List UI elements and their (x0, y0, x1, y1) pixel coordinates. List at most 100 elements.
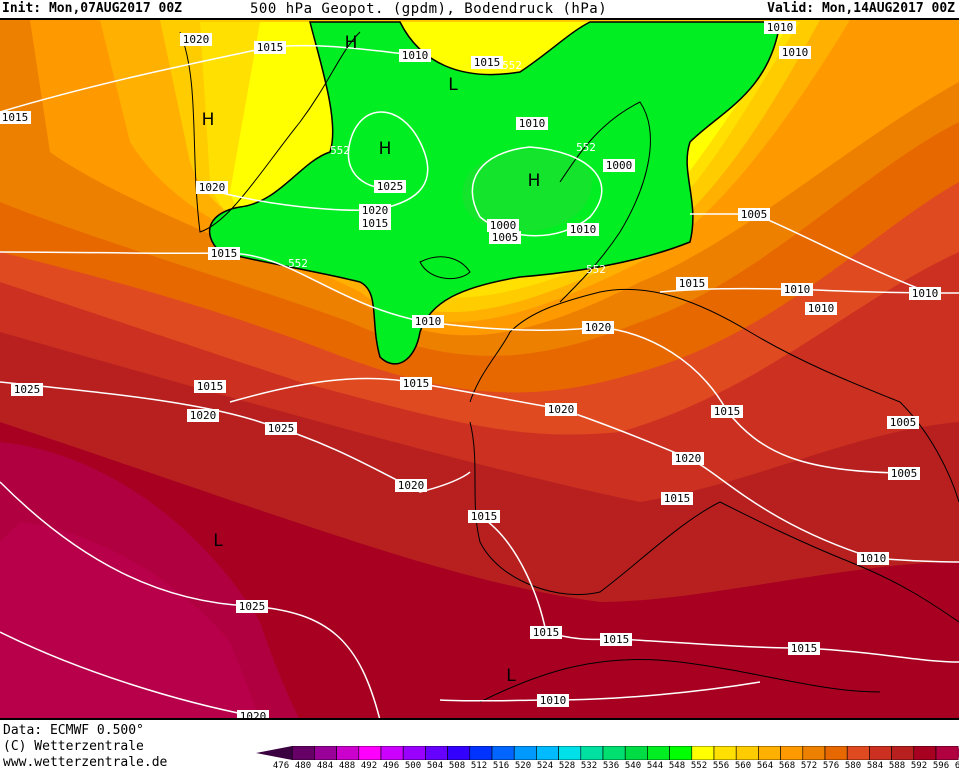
isobar-label: 1025 (374, 180, 406, 193)
isobar-label: 1010 (537, 694, 569, 707)
isobar-label: 1015 (711, 405, 743, 418)
color-legend (256, 746, 959, 760)
svg-text:1010: 1010 (912, 287, 939, 300)
map-title: 500 hPa Geopot. (gpdm), Bodendruck (hPa) (250, 1, 608, 17)
isobar-label: 1015 (254, 41, 286, 54)
isobar-label: 1015 (194, 380, 226, 393)
legend-swatch (256, 746, 293, 760)
svg-text:1025: 1025 (377, 180, 404, 193)
legend-tick-label: 496 (382, 761, 400, 771)
svg-text:1020: 1020 (199, 181, 226, 194)
isobar-label: 1020 (395, 479, 427, 492)
legend-tick-label: 512 (470, 761, 488, 771)
isobar-label: 1015 (400, 377, 432, 390)
svg-text:552: 552 (330, 144, 350, 157)
isobar-label: 1005 (738, 208, 770, 221)
isobar-label: 1000 (487, 219, 519, 232)
geopot-area-inner (462, 149, 592, 232)
isobar-label: 1015 (359, 217, 391, 230)
low-pressure-marker: L (448, 75, 458, 95)
high-pressure-marker: H (528, 171, 541, 191)
legend-swatch (780, 746, 804, 760)
legend-tick-label: 556 (712, 761, 730, 771)
isobar-label: 1020 (187, 409, 219, 422)
isobar-label: 1010 (567, 223, 599, 236)
svg-text:1010: 1010 (808, 302, 835, 315)
isobar-label: 1010 (805, 302, 837, 315)
coastlines (179, 31, 959, 703)
geopot-band-600 (0, 522, 260, 718)
isobar-label: 1020 (672, 452, 704, 465)
legend-swatch (358, 746, 382, 760)
legend-tick-label: 476 (272, 761, 290, 771)
legend-swatch (713, 746, 737, 760)
svg-text:1015: 1015 (257, 41, 284, 54)
legend-swatch (513, 746, 537, 760)
high-pressure-marker: H (379, 139, 392, 159)
svg-text:1000: 1000 (490, 219, 517, 232)
isobar-label: 1015 (788, 642, 820, 655)
legend-swatch (891, 746, 915, 760)
high-pressure-marker: H (345, 33, 358, 53)
isobar-label: 1010 (516, 117, 548, 130)
legend-swatch (691, 746, 715, 760)
svg-text:1015: 1015 (533, 626, 560, 639)
svg-text:1010: 1010 (570, 223, 597, 236)
legend-tick-label: 488 (338, 761, 356, 771)
svg-text:1020: 1020 (240, 710, 267, 720)
isobar-label: 1010 (779, 46, 811, 59)
isobar-label: 1020 (359, 204, 391, 217)
legend-tick-label: 572 (800, 761, 818, 771)
legend-tick-label: 564 (756, 761, 774, 771)
legend-swatch (647, 746, 670, 760)
isobar-label: 1015 (661, 492, 693, 505)
legend-tick-label: 500 (404, 761, 422, 771)
svg-text:1005: 1005 (741, 208, 768, 221)
isobar-label: 1025 (236, 600, 268, 613)
isobar-label: 1015 (468, 510, 500, 523)
isobar-label: 1010 (412, 315, 444, 328)
svg-text:552: 552 (576, 141, 596, 154)
isobar-label: 1010 (781, 283, 813, 296)
svg-text:1010: 1010 (540, 694, 567, 707)
legend-tick-label: 532 (580, 761, 598, 771)
legend-swatch (447, 746, 471, 760)
isobar-label: 552 (330, 144, 350, 157)
svg-text:1015: 1015 (791, 642, 818, 655)
svg-text:1015: 1015 (679, 277, 706, 290)
legend-swatch (846, 746, 870, 760)
svg-text:1015: 1015 (664, 492, 691, 505)
data-source: Data: ECMWF 0.500° (3, 723, 144, 738)
legend-tick-label: 580 (844, 761, 862, 771)
legend-swatch (469, 746, 493, 760)
footer: Data: ECMWF 0.500° (C) Wetterzentrale ww… (0, 722, 959, 771)
svg-text:1020: 1020 (548, 403, 575, 416)
isobar-label: 1010 (857, 552, 889, 565)
legend-tick-label: 568 (778, 761, 796, 771)
legend-swatch (913, 746, 937, 760)
isobar-label: 1020 (196, 181, 228, 194)
svg-text:1005: 1005 (891, 467, 918, 480)
website-link[interactable]: www.wetterzentrale.de (3, 755, 168, 770)
legend-tick-label: 576 (822, 761, 840, 771)
legend-tick-label: 524 (536, 761, 554, 771)
legend-tick-label: 484 (316, 761, 334, 771)
svg-text:1015: 1015 (211, 247, 238, 260)
header: Init: Mon,07AUG2017 00Z 500 hPa Geopot. … (0, 0, 959, 18)
legend-tick-label: 536 (602, 761, 620, 771)
legend-swatch (291, 746, 315, 760)
svg-text:1010: 1010 (860, 552, 887, 565)
legend-tick-label: 544 (646, 761, 664, 771)
legend-swatch (425, 746, 448, 760)
svg-text:1010: 1010 (784, 283, 811, 296)
legend-swatch (402, 746, 426, 760)
legend-tick-label: 480 (294, 761, 312, 771)
svg-text:1025: 1025 (14, 383, 41, 396)
legend-tick-label: 508 (448, 761, 466, 771)
svg-text:1005: 1005 (890, 416, 917, 429)
legend-tick-label: 504 (426, 761, 444, 771)
isobar-label: 1005 (489, 231, 521, 244)
weather-map: 1020 1015 1010 1015 552 1010 1010 1015 1010 552 10… (0, 18, 959, 720)
svg-text:552: 552 (288, 257, 308, 270)
